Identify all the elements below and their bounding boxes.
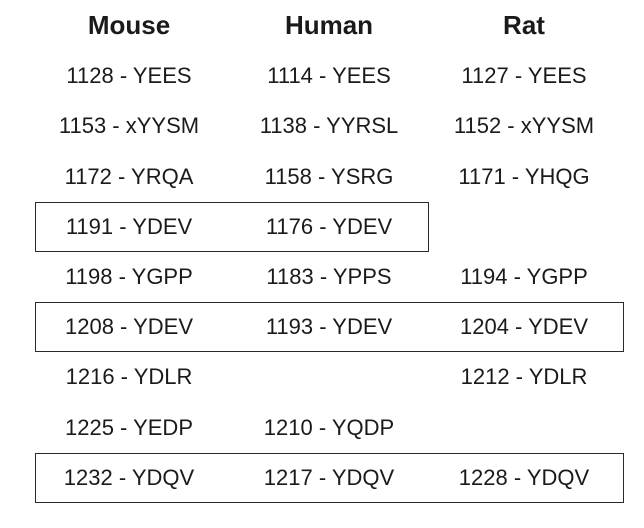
cell-mouse-motif: 1153 - xYYSM (58, 113, 200, 138)
cell-rat-motif: 1194 - YGPP (460, 264, 588, 289)
cell-human-motif: 1114 - YEES (267, 63, 391, 88)
cell-mouse-motif: 1216 - YDLR (65, 364, 193, 389)
cell-rat-motif: 1204 - YDEV (459, 314, 588, 339)
column-header-rat: Rat (503, 10, 545, 40)
cell-mouse-motif: 1232 - YDQV (63, 465, 195, 490)
cell-human-motif: 1193 - YDEV (265, 314, 393, 339)
conserved-motif-box (35, 202, 429, 252)
cell-human-motif: 1158 - YSRG (264, 164, 394, 189)
cell-mouse-motif: 1198 - YGPP (65, 264, 193, 289)
column-header-human: Human (284, 10, 374, 40)
cell-rat-motif: 1152 - xYYSM (453, 113, 595, 138)
cell-mouse-motif: 1208 - YDEV (64, 314, 193, 339)
cell-mouse-motif: 1172 - YRQA (64, 164, 194, 189)
cell-rat-motif: 1127 - YEES (461, 63, 587, 88)
cell-rat-motif: 1171 - YHQG (458, 164, 590, 189)
column-header-mouse: Mouse (87, 10, 171, 40)
conserved-motif-box (35, 302, 624, 352)
conserved-motif-box (35, 453, 624, 503)
cell-human-motif: 1138 - YYRSL (259, 113, 399, 138)
cell-mouse-motif: 1128 - YEES (66, 63, 192, 88)
cell-mouse-motif: 1191 - YDEV (65, 214, 193, 239)
cell-rat-motif: 1212 - YDLR (460, 364, 588, 389)
cell-human-motif: 1183 - YPPS (266, 264, 392, 289)
cell-rat-motif: 1228 - YDQV (458, 465, 590, 490)
cell-human-motif: 1217 - YDQV (263, 465, 395, 490)
cell-human-motif: 1210 - YQDP (263, 415, 395, 440)
cell-human-motif: 1176 - YDEV (265, 214, 393, 239)
cell-mouse-motif: 1225 - YEDP (64, 415, 193, 440)
